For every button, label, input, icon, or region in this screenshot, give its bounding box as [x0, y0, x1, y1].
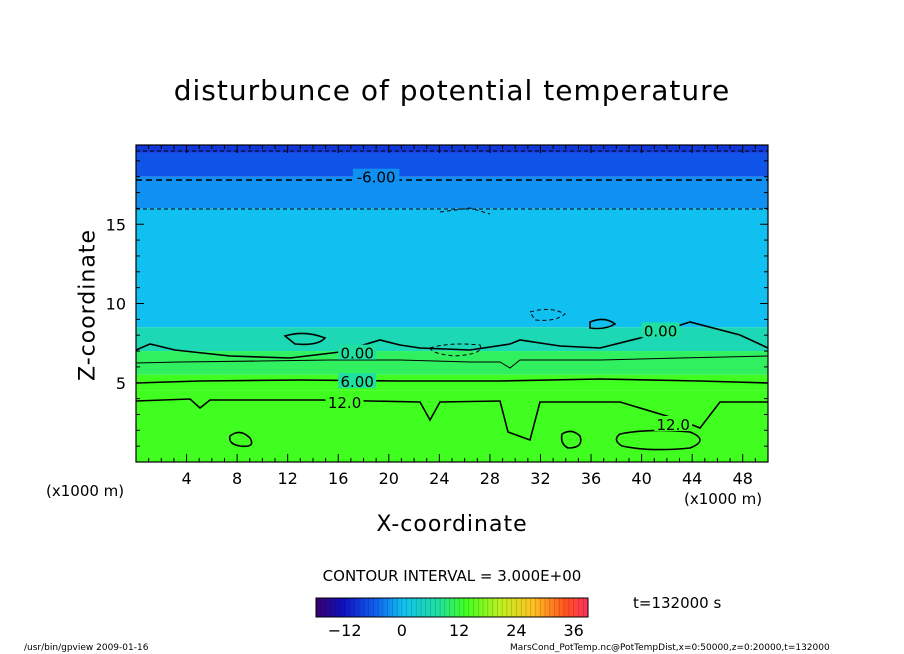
heatmap-band	[136, 176, 768, 209]
footer-source: MarsCond_PotTemp.nc@PotTempDist,x=0:5000…	[510, 643, 830, 653]
contour-loop-dashed	[529, 308, 566, 321]
colorbar-tick-label: 24	[506, 621, 526, 640]
x-tick-label: 40	[631, 469, 651, 488]
x-axis-title: X-coordinate	[376, 512, 528, 537]
contour-loop	[589, 318, 617, 330]
x-tick-label: 28	[480, 469, 500, 488]
heatmap-band	[136, 152, 768, 177]
colorbar	[315, 597, 589, 618]
contour-label-bg	[352, 168, 400, 184]
x-tick-label: 24	[429, 469, 449, 488]
x-tick-label: 8	[232, 469, 242, 488]
contour-interval-label: CONTOUR INTERVAL = 3.000E+00	[322, 567, 582, 585]
contour-label: 12.0	[328, 394, 361, 412]
contour-label: 12.0	[656, 416, 689, 434]
x-tick-label: 16	[328, 469, 348, 488]
heatmap-band	[136, 208, 768, 328]
y-tick-label: 15	[106, 215, 126, 234]
heatmap-band	[136, 351, 768, 375]
contour-label-bg	[325, 393, 364, 409]
x-tick-label: 32	[530, 469, 550, 488]
time-label: t=132000 s	[633, 594, 722, 612]
contour-loop	[560, 430, 582, 449]
x-tick-label: 44	[682, 469, 702, 488]
contour-loop-dashed	[429, 343, 482, 357]
footer-command: /usr/bin/gpview 2009-01-16	[24, 643, 149, 653]
y-axis-title: Z-coordinate	[75, 229, 101, 381]
colorbar-tick-label: 0	[397, 621, 407, 640]
contour-label-bg	[654, 415, 693, 431]
contour-line-six	[135, 378, 769, 384]
x-tick-label: 36	[581, 469, 601, 488]
contour-label: -6.00	[357, 169, 396, 187]
x-axis-unit-right: (x1000 m)	[684, 490, 763, 508]
chart-title: disturbunce of potential temperature	[173, 74, 731, 107]
contour-line-dashed	[439, 207, 491, 215]
contour-label: 0.00	[644, 322, 677, 340]
contour-label-bg	[641, 322, 680, 338]
x-tick-label: 12	[278, 469, 298, 488]
x-tick-label: 48	[733, 469, 753, 488]
colorbar-tick-label: 12	[449, 621, 469, 640]
contour-label: 0.00	[340, 345, 373, 363]
heatmap-band	[136, 374, 768, 391]
x-tick-label: 20	[379, 469, 399, 488]
x-tick-label: 4	[181, 469, 191, 488]
y-tick-label: 10	[106, 295, 126, 314]
colorbar-tick-label: −12	[328, 621, 362, 640]
contour-label-bg	[338, 373, 377, 389]
contour-line	[135, 355, 769, 369]
y-tick-label: 5	[116, 374, 126, 393]
contour-label-bg	[338, 344, 377, 360]
x-axis-unit-left: (x1000 m)	[46, 482, 125, 500]
contour-loop	[228, 431, 253, 448]
contour-label: 6.00	[340, 373, 373, 391]
colorbar-tick-label: 36	[564, 621, 584, 640]
contour-loop	[283, 332, 327, 346]
